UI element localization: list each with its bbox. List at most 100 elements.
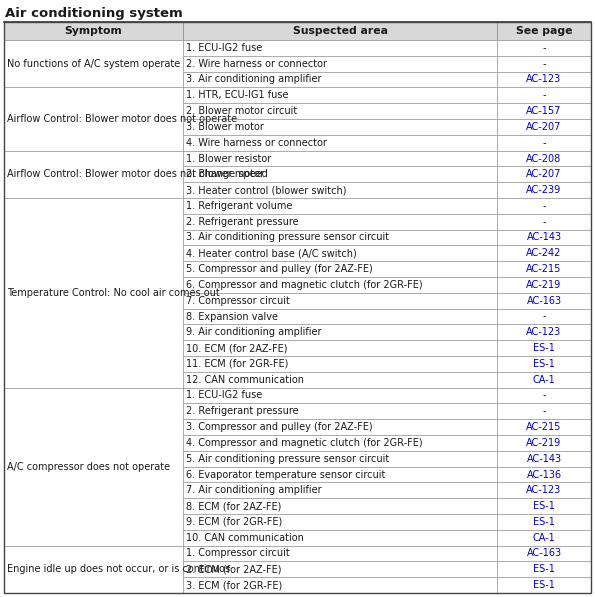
Text: ES-1: ES-1 <box>533 343 555 353</box>
Text: Airflow Control: Blower motor does not operate: Airflow Control: Blower motor does not o… <box>7 114 237 124</box>
Bar <box>4 22 183 40</box>
Text: AC-163: AC-163 <box>527 549 562 559</box>
Bar <box>497 56 591 72</box>
Text: 2. Refrigerant pressure: 2. Refrigerant pressure <box>186 407 299 416</box>
Bar <box>183 546 497 561</box>
Bar <box>183 135 497 150</box>
Bar <box>183 451 497 467</box>
Text: A/C compressor does not operate: A/C compressor does not operate <box>7 461 170 472</box>
Text: -: - <box>542 201 546 211</box>
Bar <box>497 119 591 135</box>
Bar <box>497 245 591 261</box>
Bar <box>497 167 591 182</box>
Bar <box>497 451 591 467</box>
Text: 2. ECM (for 2AZ-FE): 2. ECM (for 2AZ-FE) <box>186 564 281 574</box>
Bar <box>4 150 183 198</box>
Text: 3. Blower motor: 3. Blower motor <box>186 122 264 132</box>
Text: 3. Heater control (blower switch): 3. Heater control (blower switch) <box>186 185 346 195</box>
Text: 12. CAN communication: 12. CAN communication <box>186 375 304 384</box>
Bar <box>183 340 497 356</box>
Bar <box>183 230 497 245</box>
Bar <box>183 482 497 498</box>
Bar <box>497 230 591 245</box>
Text: -: - <box>542 407 546 416</box>
Bar <box>183 419 497 435</box>
Text: AC-143: AC-143 <box>527 454 562 464</box>
Bar <box>497 198 591 214</box>
Bar <box>183 261 497 277</box>
Bar <box>183 514 497 530</box>
Bar <box>497 135 591 150</box>
Text: CA-1: CA-1 <box>533 375 555 384</box>
Bar <box>183 293 497 309</box>
Bar <box>497 530 591 546</box>
Bar <box>497 498 591 514</box>
Text: -: - <box>542 312 546 322</box>
Bar <box>183 561 497 577</box>
Bar <box>497 324 591 340</box>
Text: -: - <box>542 43 546 53</box>
Bar <box>183 498 497 514</box>
Text: -: - <box>542 90 546 100</box>
Text: 7. Compressor circuit: 7. Compressor circuit <box>186 296 290 306</box>
Text: 1. ECU-IG2 fuse: 1. ECU-IG2 fuse <box>186 43 262 53</box>
Text: 1. ECU-IG2 fuse: 1. ECU-IG2 fuse <box>186 390 262 401</box>
Text: AC-123: AC-123 <box>527 327 562 337</box>
Bar <box>497 372 591 387</box>
Text: -: - <box>542 217 546 227</box>
Text: Air conditioning system: Air conditioning system <box>5 7 183 20</box>
Text: 7. Air conditioning amplifier: 7. Air conditioning amplifier <box>186 485 322 496</box>
Text: ES-1: ES-1 <box>533 517 555 527</box>
Bar <box>497 546 591 561</box>
Text: 4. Compressor and magnetic clutch (for 2GR-FE): 4. Compressor and magnetic clutch (for 2… <box>186 438 422 448</box>
Text: 3. Air conditioning amplifier: 3. Air conditioning amplifier <box>186 75 321 85</box>
Bar <box>497 277 591 293</box>
Text: AC-242: AC-242 <box>527 248 562 259</box>
Text: Engine idle up does not occur, or is continuos: Engine idle up does not occur, or is con… <box>7 564 230 574</box>
Text: -: - <box>542 138 546 147</box>
Bar <box>183 467 497 482</box>
Text: AC-207: AC-207 <box>527 170 562 179</box>
Bar <box>497 150 591 167</box>
Bar <box>183 214 497 230</box>
Text: Temperature Control: No cool air comes out: Temperature Control: No cool air comes o… <box>7 288 220 298</box>
Bar <box>183 530 497 546</box>
Bar <box>497 514 591 530</box>
Text: 6. Compressor and magnetic clutch (for 2GR-FE): 6. Compressor and magnetic clutch (for 2… <box>186 280 422 290</box>
Text: 4. Heater control base (A/C switch): 4. Heater control base (A/C switch) <box>186 248 357 259</box>
Bar <box>497 182 591 198</box>
Bar <box>183 277 497 293</box>
Text: 3. ECM (for 2GR-FE): 3. ECM (for 2GR-FE) <box>186 580 282 590</box>
Bar <box>183 577 497 593</box>
Bar <box>497 435 591 451</box>
Bar <box>4 546 183 593</box>
Text: No functions of A/C system operate: No functions of A/C system operate <box>7 59 180 69</box>
Bar <box>497 561 591 577</box>
Text: 5. Air conditioning pressure sensor circuit: 5. Air conditioning pressure sensor circ… <box>186 454 389 464</box>
Text: ES-1: ES-1 <box>533 501 555 511</box>
Text: ES-1: ES-1 <box>533 580 555 590</box>
Text: AC-239: AC-239 <box>527 185 562 195</box>
Bar <box>497 40 591 56</box>
Text: 1. Compressor circuit: 1. Compressor circuit <box>186 549 290 559</box>
Bar <box>183 182 497 198</box>
Bar <box>497 356 591 372</box>
Bar <box>497 404 591 419</box>
Bar <box>497 340 591 356</box>
Text: 9. Air conditioning amplifier: 9. Air conditioning amplifier <box>186 327 321 337</box>
Bar <box>497 309 591 324</box>
Bar <box>497 87 591 103</box>
Bar <box>497 72 591 87</box>
Bar <box>183 56 497 72</box>
Text: AC-143: AC-143 <box>527 232 562 242</box>
Text: AC-157: AC-157 <box>527 106 562 116</box>
Bar <box>4 87 183 150</box>
Text: 3. Compressor and pulley (for 2AZ-FE): 3. Compressor and pulley (for 2AZ-FE) <box>186 422 372 432</box>
Text: 5. Compressor and pulley (for 2AZ-FE): 5. Compressor and pulley (for 2AZ-FE) <box>186 264 373 274</box>
Bar <box>183 435 497 451</box>
Bar <box>183 324 497 340</box>
Text: AC-123: AC-123 <box>527 75 562 85</box>
Text: AC-219: AC-219 <box>527 438 562 448</box>
Text: AC-215: AC-215 <box>527 422 562 432</box>
Bar <box>183 372 497 387</box>
